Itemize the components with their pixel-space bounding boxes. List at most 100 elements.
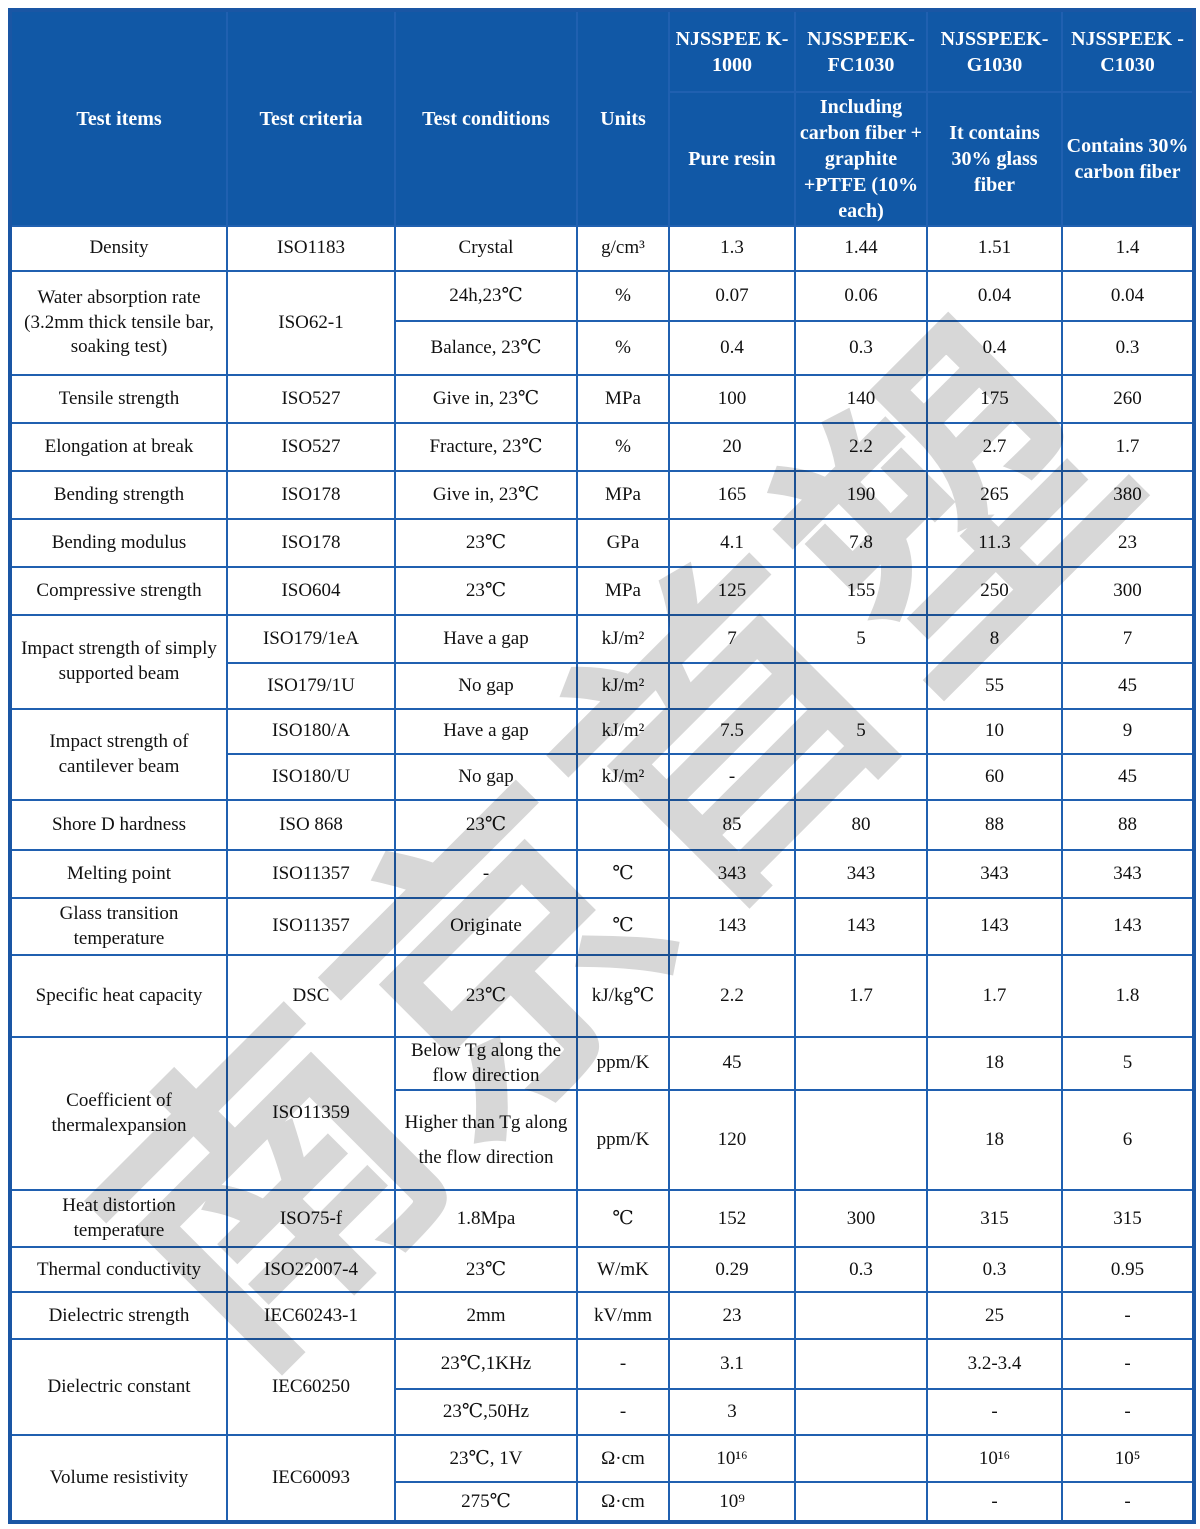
- table-cell: 5: [794, 708, 928, 755]
- table-cell: 100: [668, 374, 796, 424]
- table-row: 275℃ Ω·cm 10⁹ - -: [10, 1481, 1195, 1524]
- table-cell: -: [1061, 1481, 1195, 1524]
- col-header-product-c1030: NJSSPEEK -C1030: [1061, 9, 1195, 93]
- product-desc-fc1030: Including carbon fiber + graphite +PTFE …: [794, 91, 928, 227]
- table-cell: 5: [1061, 1035, 1195, 1092]
- table-row: Volume resistivity IEC60093 23℃, 1V Ω·cm…: [9, 1434, 1195, 1524]
- table-cell: MPa: [576, 374, 670, 424]
- table-cell: 1.7: [926, 954, 1063, 1038]
- table-cell: 1.7: [794, 954, 928, 1038]
- table-row: ISO180/U No gap kJ/m² - 60 45: [10, 753, 1195, 801]
- table-cell: [794, 1434, 928, 1484]
- row-label-cell: Compressive strength: [9, 566, 228, 616]
- table-cell: DSC: [226, 954, 396, 1038]
- table-cell: ISO 868: [226, 799, 396, 851]
- table-cell: 140: [794, 374, 928, 424]
- table-cell: 18: [926, 1089, 1063, 1192]
- table-row: Elongation at break ISO527 Fracture, 23℃…: [9, 422, 1195, 472]
- header-row-descriptions: Pure resin Including carbon fiber + grap…: [10, 91, 1195, 227]
- table-cell: 0.29: [668, 1246, 796, 1294]
- table-cell: Balance, 23℃: [394, 320, 578, 376]
- table-header: Test items Test criteria Test conditions…: [9, 9, 1195, 227]
- table-cell: 143: [668, 897, 796, 956]
- table-cell: ISO11359: [226, 1035, 396, 1192]
- table-cell: kV/mm: [576, 1291, 670, 1341]
- table-cell: 2.2: [794, 422, 928, 472]
- table-cell: 152: [668, 1189, 796, 1249]
- table-cell: 23℃,1KHz: [394, 1338, 578, 1391]
- table-cell: 7.8: [794, 518, 928, 568]
- table-cell: ISO178: [226, 470, 396, 520]
- table-cell: 23℃: [394, 1246, 578, 1294]
- table-row: Bending strength ISO178 Give in, 23℃ MPa…: [9, 470, 1195, 520]
- table-cell: 23℃: [394, 566, 578, 616]
- table-cell: 0.07: [668, 270, 796, 322]
- col-header-test-criteria: Test criteria: [226, 9, 396, 227]
- col-header-units: Units: [576, 9, 670, 227]
- table-cell: [794, 662, 928, 710]
- table-row: 23℃,50Hz - 3 - -: [10, 1388, 1195, 1437]
- row-label-cell: Water absorption rate (3.2mm thick tensi…: [9, 270, 228, 376]
- table-cell: 1.44: [794, 225, 928, 272]
- table-cell: 250: [926, 566, 1063, 616]
- row-label-cell: Bending modulus: [9, 518, 228, 568]
- table-cell: 0.3: [926, 1246, 1063, 1294]
- table-cell: 2.7: [926, 422, 1063, 472]
- table-row: Impact strength of simply supported beam…: [9, 614, 1195, 710]
- table-cell: ISO527: [226, 422, 396, 472]
- table-row: Bending modulus ISO178 23℃ GPa 4.1 7.8 1…: [9, 518, 1195, 568]
- table-cell: ISO62-1: [226, 270, 396, 376]
- table-cell: ℃: [576, 849, 670, 899]
- table-cell: [794, 1089, 928, 1192]
- table-row: Shore D hardness ISO 868 23℃ 85 80 88 88: [9, 799, 1195, 851]
- table-cell: 23℃, 1V: [394, 1434, 578, 1484]
- table-cell: No gap: [394, 662, 578, 710]
- table-cell: 25: [926, 1291, 1063, 1341]
- product-desc-k1000: Pure resin: [668, 91, 796, 227]
- table-cell: [794, 1338, 928, 1391]
- table-cell: ppm/K: [576, 1089, 670, 1192]
- table-cell: %: [576, 422, 670, 472]
- table-cell: GPa: [576, 518, 670, 568]
- table-cell: [794, 1388, 928, 1437]
- table-cell: 10: [926, 708, 1063, 755]
- table-cell: Crystal: [394, 225, 578, 272]
- table-cell: ppm/K: [576, 1035, 670, 1092]
- table-cell: 190: [794, 470, 928, 520]
- table-cell: -: [668, 753, 796, 801]
- table-cell: MPa: [576, 566, 670, 616]
- row-label-cell: Density: [9, 225, 228, 272]
- row-label-cell: Dielectric strength: [9, 1291, 228, 1341]
- table-cell: 260: [1061, 374, 1195, 424]
- table-row: Coefficient of thermalexpansion ISO11359…: [9, 1035, 1195, 1192]
- table-cell: 24h,23℃: [394, 270, 578, 322]
- table-cell: 23℃,50Hz: [394, 1388, 578, 1437]
- table-cell: Ω·cm: [576, 1434, 670, 1484]
- row-label-cell: Melting point: [9, 849, 228, 899]
- table-cell: ℃: [576, 1189, 670, 1249]
- table-cell: %: [576, 320, 670, 376]
- table-cell: 10⁵: [1061, 1434, 1195, 1484]
- table-row: Glass transition temperature ISO11357 Or…: [9, 897, 1195, 956]
- material-properties-table-wrap: Test items Test criteria Test conditions…: [8, 8, 1196, 1525]
- table-cell: ISO178: [226, 518, 396, 568]
- table-cell: 5: [794, 614, 928, 664]
- table-cell: 23: [668, 1291, 796, 1341]
- table-cell: Below Tg along the flow direction: [394, 1035, 578, 1092]
- table-cell: 0.4: [668, 320, 796, 376]
- table-cell: ISO527: [226, 374, 396, 424]
- table-cell: Give in, 23℃: [394, 374, 578, 424]
- table-cell: 88: [1061, 799, 1195, 851]
- table-cell: 4.1: [668, 518, 796, 568]
- table-cell: 1.7: [1061, 422, 1195, 472]
- table-cell: 0.04: [1061, 270, 1195, 322]
- table-cell: kJ/m²: [576, 753, 670, 801]
- table-row: Impact strength of cantilever beam ISO18…: [9, 708, 1195, 801]
- table-row: Heat distortion temperature ISO75-f 1.8M…: [9, 1189, 1195, 1249]
- table-row: Dielectric strength IEC60243-1 2mm kV/mm…: [9, 1291, 1195, 1341]
- table-cell: kJ/kg℃: [576, 954, 670, 1038]
- table-cell: ISO604: [226, 566, 396, 616]
- table-cell: ISO75-f: [226, 1189, 396, 1249]
- table-cell: [794, 753, 928, 801]
- table-cell: ISO180/U: [226, 753, 396, 801]
